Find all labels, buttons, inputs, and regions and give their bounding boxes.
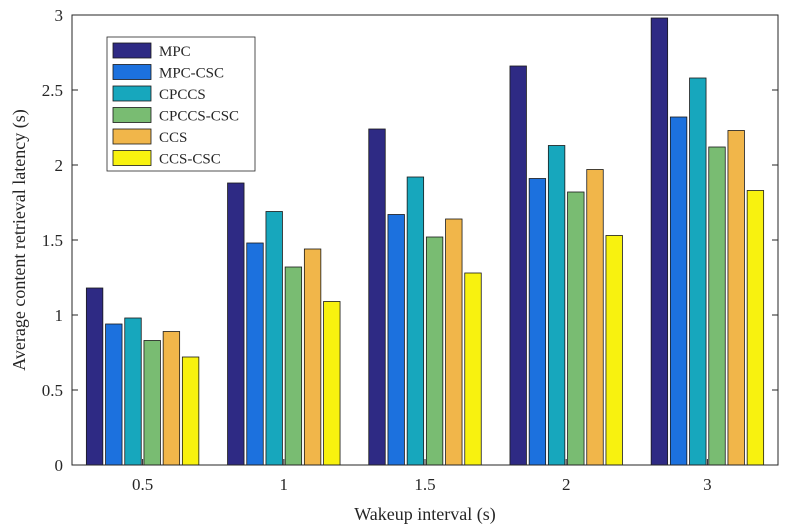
bar-cpccs-2 [547,145,566,466]
bars-group [85,17,765,466]
bar-mpc-csc-0.5 [105,323,123,466]
x-tick-label: 1 [280,475,289,494]
bar-cpccs-1 [265,211,283,466]
bar-mpc-csc-3 [669,116,688,466]
legend-label-ccs: CCS [159,130,187,146]
bar-ccs-0.5 [162,331,181,466]
legend-box [106,36,256,172]
legend-label-mpc: MPC [159,44,191,60]
x-tick-label: 2 [562,475,571,494]
bar-cpccs-csc-2 [567,191,585,466]
legend-swatch-cpccs-csc [112,107,152,123]
x-axis-label: Wakeup interval (s) [354,504,496,525]
x-tick-label: 1.5 [414,475,435,494]
y-tick-label: 1 [55,306,64,325]
legend-label-mpc-csc: MPC-CSC [159,66,224,82]
y-tick-label: 0.5 [42,381,63,400]
bar-ccs-csc-0.5 [181,356,200,466]
y-axis-ticks: 0 0.5 1 1.5 2 2.5 3 [42,6,778,475]
bar-cpccs-1.5 [406,176,425,466]
legend-label-cpccs-csc: CPCCS-CSC [159,109,239,125]
bar-cpccs-csc-0.5 [143,340,161,466]
bar-ccs-csc-3 [746,190,765,466]
y-tick-label: 3 [55,6,64,25]
legend-label-ccs-csc: CCS-CSC [159,152,221,168]
bar-mpc-0.5 [85,287,104,466]
y-tick-label: 2.5 [42,81,63,100]
bar-cpccs-csc-1 [284,266,303,466]
y-tick-label: 1.5 [42,231,63,250]
y-tick-label: 2 [55,156,64,175]
x-axis-ticks: 0.5 1 1.5 2 3 [132,459,712,494]
bar-ccs-csc-2 [605,235,623,466]
bar-mpc-csc-1 [246,242,264,466]
bar-ccs-1.5 [445,218,463,466]
bar-ccs-csc-1.5 [464,272,482,466]
bar-cpccs-3 [689,77,707,466]
bar-mpc-csc-2 [528,178,547,466]
legend-label-cpccs: CPCCS [159,87,206,103]
legend-swatch-ccs [112,128,152,145]
bar-mpc-2 [509,65,527,466]
bar-cpccs-csc-1.5 [425,236,444,466]
legend-swatch-cpccs [112,85,152,102]
legend-swatch-mpc-csc [112,64,152,80]
legend-swatch-mpc [112,42,152,59]
x-tick-label: 0.5 [132,475,153,494]
bar-ccs-csc-1 [323,301,341,466]
bar-cpccs-0.5 [124,317,142,466]
bar-mpc-3 [650,17,669,466]
bar-mpc-1.5 [368,128,386,466]
bar-ccs-3 [727,130,745,466]
y-tick-label: 0 [55,456,64,475]
bar-ccs-1 [303,248,322,466]
x-tick-label: 3 [703,475,712,494]
y-axis-label: Average content retrieval latency (s) [9,109,30,371]
legend: MPC MPC-CSC CPCCS CPCCS-CSC CCS CCS-CSC [106,36,256,172]
legend-swatch-ccs-csc [112,150,152,166]
bar-ccs-2 [586,169,604,466]
bar-mpc-csc-1.5 [387,214,405,466]
bar-cpccs-csc-3 [708,146,726,466]
bar-mpc-1 [227,182,245,466]
